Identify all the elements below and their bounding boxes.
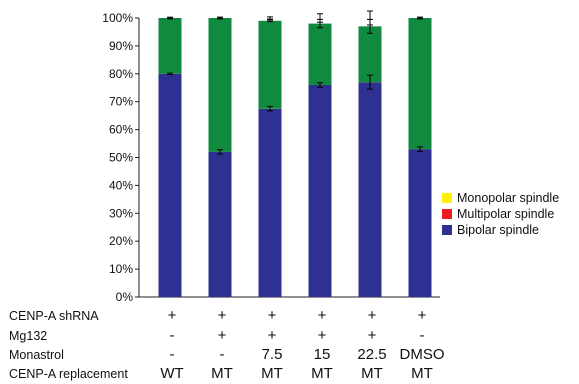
error-bar-bipolar — [217, 149, 223, 155]
condition-value: + — [318, 327, 327, 344]
error-bar-bipolar — [267, 105, 273, 112]
condition-value: - — [170, 346, 175, 363]
error-bar-bipolar — [367, 74, 373, 90]
error-bar-bipolar — [167, 72, 173, 75]
condition-value: MT — [261, 365, 283, 382]
condition-value: + — [268, 327, 277, 344]
bar-segment-bipolar-spindle — [208, 151, 232, 297]
legend-label: Multipolar spindle — [457, 207, 554, 221]
bar-segment-green — [158, 18, 182, 74]
y-tick-label: 60% — [109, 123, 133, 137]
condition-value: + — [418, 307, 427, 324]
legend-swatch — [442, 209, 452, 219]
condition-value: MT — [361, 365, 383, 382]
bar-segment-green — [258, 20, 282, 109]
error-bar-top — [417, 16, 423, 20]
error-bar-top — [167, 16, 173, 20]
bar-segment-bipolar-spindle — [358, 82, 382, 297]
legend-label: Monopolar spindle — [457, 191, 559, 205]
error-bar-top — [317, 13, 323, 23]
condition-value: + — [318, 307, 327, 324]
bar-segment-bipolar-spindle — [258, 108, 282, 297]
condition-value: DMSO — [400, 346, 445, 363]
legend-label: Bipolar spindle — [457, 223, 539, 237]
error-bar-top — [267, 16, 273, 20]
error-bar-top — [367, 10, 373, 26]
y-tick-label: 80% — [109, 67, 133, 81]
condition-value: - — [220, 346, 225, 363]
condition-value: + — [368, 327, 377, 344]
bar-segment-bipolar-spindle — [408, 149, 432, 297]
legend-swatch — [442, 193, 452, 203]
condition-value: WT — [160, 365, 183, 382]
error-bar-green — [267, 19, 273, 23]
y-tick-label: 10% — [109, 262, 133, 276]
condition-value: 7.5 — [262, 346, 283, 363]
condition-value: - — [420, 327, 425, 344]
y-tick-label: 50% — [109, 151, 133, 165]
condition-label: Monastrol — [9, 348, 64, 362]
condition-label: CENP-A shRNA — [9, 309, 99, 323]
condition-value: 15 — [314, 346, 331, 363]
bar-segment-green — [358, 26, 382, 83]
bar-segment-green — [208, 18, 232, 152]
condition-value: + — [168, 307, 177, 324]
condition-value: MT — [411, 365, 433, 382]
condition-value: - — [170, 327, 175, 344]
bar-segment-green — [408, 18, 432, 150]
condition-label: CENP-A replacement — [9, 367, 128, 381]
y-tick-label: 30% — [109, 206, 133, 220]
error-bar-bipolar — [317, 82, 323, 88]
condition-value: + — [218, 307, 227, 324]
y-tick-label: 70% — [109, 95, 133, 109]
condition-value: + — [218, 327, 227, 344]
bar-segment-bipolar-spindle — [308, 84, 332, 298]
error-bar-bipolar — [417, 146, 423, 152]
y-tick-label: 90% — [109, 39, 133, 53]
y-tick-label: 100% — [102, 11, 133, 25]
condition-label: Mg132 — [9, 329, 47, 343]
condition-value: MT — [211, 365, 233, 382]
condition-value: MT — [311, 365, 333, 382]
legend-swatch — [442, 225, 452, 235]
bar-segment-bipolar-spindle — [158, 73, 182, 297]
condition-value: 22.5 — [357, 346, 386, 363]
bar-segment-green — [308, 23, 332, 85]
condition-value: + — [268, 307, 277, 324]
y-tick-label: 20% — [109, 234, 133, 248]
condition-value: + — [368, 307, 377, 324]
y-tick-label: 0% — [116, 290, 134, 304]
y-tick-label: 40% — [109, 178, 133, 192]
error-bar-top — [217, 16, 223, 20]
